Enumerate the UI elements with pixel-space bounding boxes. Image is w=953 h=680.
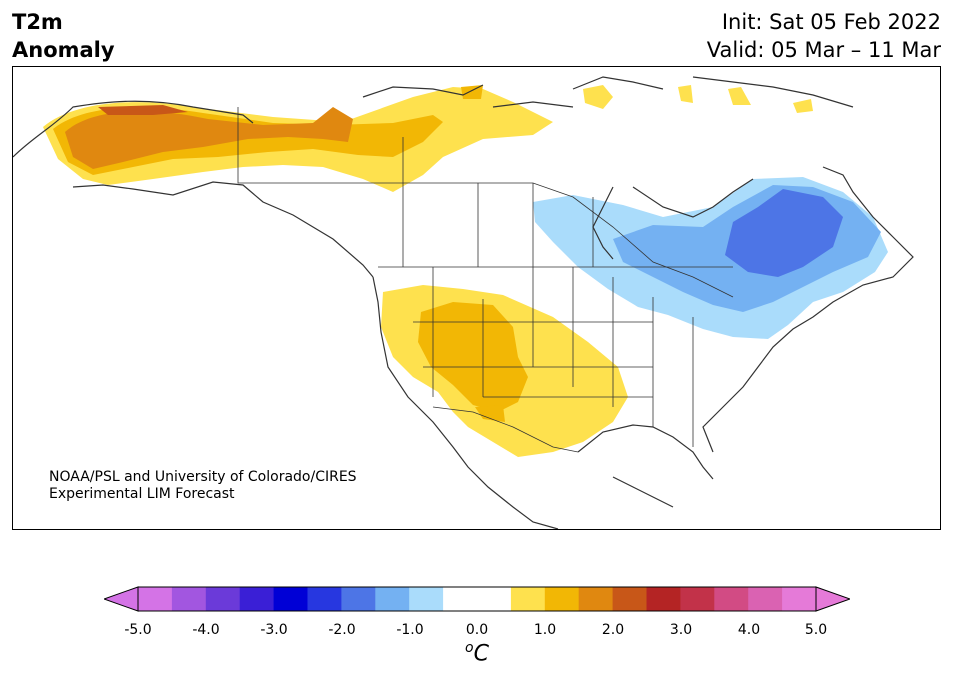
tick-label: 1.0 [533, 622, 557, 638]
tick-label: -5.0 [124, 622, 152, 638]
colorbar-cell [714, 587, 749, 611]
map-canvas [13, 76, 914, 529]
colorbar-cell [205, 587, 241, 611]
colorbar-cell [409, 587, 444, 611]
coast-gulf [577, 424, 714, 508]
coast-east [702, 166, 914, 453]
unit-superscript: o [465, 640, 474, 656]
credit-line-1: NOAA/PSL and University of Colorado/CIRE… [49, 469, 357, 485]
cool-anomaly-strong [725, 189, 843, 277]
colorbar-unit-label: oC [465, 640, 489, 666]
colorbar-cell [748, 587, 783, 611]
colorbar-cells [138, 587, 817, 611]
colorbar-cell [138, 587, 173, 611]
map-title: T2m Anomaly [12, 8, 115, 64]
tick-label: 0.0 [465, 622, 489, 638]
title-line-1: T2m [12, 10, 63, 34]
coast-west [372, 276, 559, 529]
warm-anomaly-arctic-2 [678, 85, 693, 103]
coastlines [13, 76, 914, 529]
tick-label: 2.0 [601, 622, 625, 638]
tick-label: -1.0 [396, 622, 424, 638]
warm-anomaly-southwest-strip [475, 405, 505, 422]
colorbar-cell [443, 587, 478, 611]
colorbar-outline [137, 586, 817, 612]
colorbar-cell [612, 587, 647, 611]
colorbar-cell [171, 587, 207, 611]
tick-label: -3.0 [260, 622, 288, 638]
tick-label: 3.0 [669, 622, 693, 638]
colorbar-cell [239, 587, 275, 611]
warm-anomaly-alaska-peak [98, 105, 188, 115]
colorbar-cell [782, 587, 817, 611]
warm-anomaly-southwest-mid [418, 302, 528, 412]
colorbar-cell [273, 587, 308, 611]
warm-anomaly-arctic-1 [583, 85, 613, 109]
anomaly-map [12, 66, 941, 530]
colorbar-cell [307, 587, 342, 611]
warm-anomaly-arctic-3 [728, 87, 751, 105]
border-provinces [402, 137, 594, 267]
credit-text: NOAA/PSL and University of Colorado/CIRE… [49, 469, 357, 503]
warm-anomaly-arctic-4 [793, 99, 813, 113]
colorbar-cell [477, 587, 512, 611]
colorbar-cell [680, 587, 715, 611]
colorbar-max-arrow [815, 586, 850, 612]
coast-arctic [362, 76, 854, 108]
valid-period: Valid: 05 Mar – 11 Mar [706, 38, 941, 62]
colorbar-cell [341, 587, 376, 611]
init-date: Init: Sat 05 Feb 2022 [721, 10, 941, 34]
colorbar-min-arrow [104, 586, 139, 612]
tick-label: 4.0 [737, 622, 761, 638]
unit-base: C [473, 641, 489, 667]
colorbar-cell [578, 587, 614, 611]
political-borders [237, 107, 734, 453]
tick-label: 5.0 [804, 622, 828, 638]
credit-line-2: Experimental LIM Forecast [49, 486, 235, 502]
colorbar-cell [544, 587, 580, 611]
tick-label: -4.0 [192, 622, 220, 638]
colorbar-cell [510, 587, 546, 611]
warm-anomaly-arctic-5 [461, 85, 483, 99]
colorbar-tick-labels: -5.0 -4.0 -3.0 -2.0 -1.0 0.0 1.0 2.0 3.0… [0, 622, 953, 642]
tick-label: -2.0 [328, 622, 356, 638]
title-line-2: Anomaly [12, 38, 115, 62]
border-us-mexico [432, 406, 579, 453]
coast-alaska [13, 100, 374, 278]
colorbar [104, 586, 850, 612]
colorbar-cell [646, 587, 681, 611]
border-us-states [378, 266, 733, 447]
colorbar-cell [375, 587, 410, 611]
forecast-dates: Init: Sat 05 Feb 2022 Valid: 05 Mar – 11… [707, 8, 941, 64]
border-us-canada [237, 107, 734, 298]
warm-anomaly-alaska-strong [65, 107, 353, 169]
